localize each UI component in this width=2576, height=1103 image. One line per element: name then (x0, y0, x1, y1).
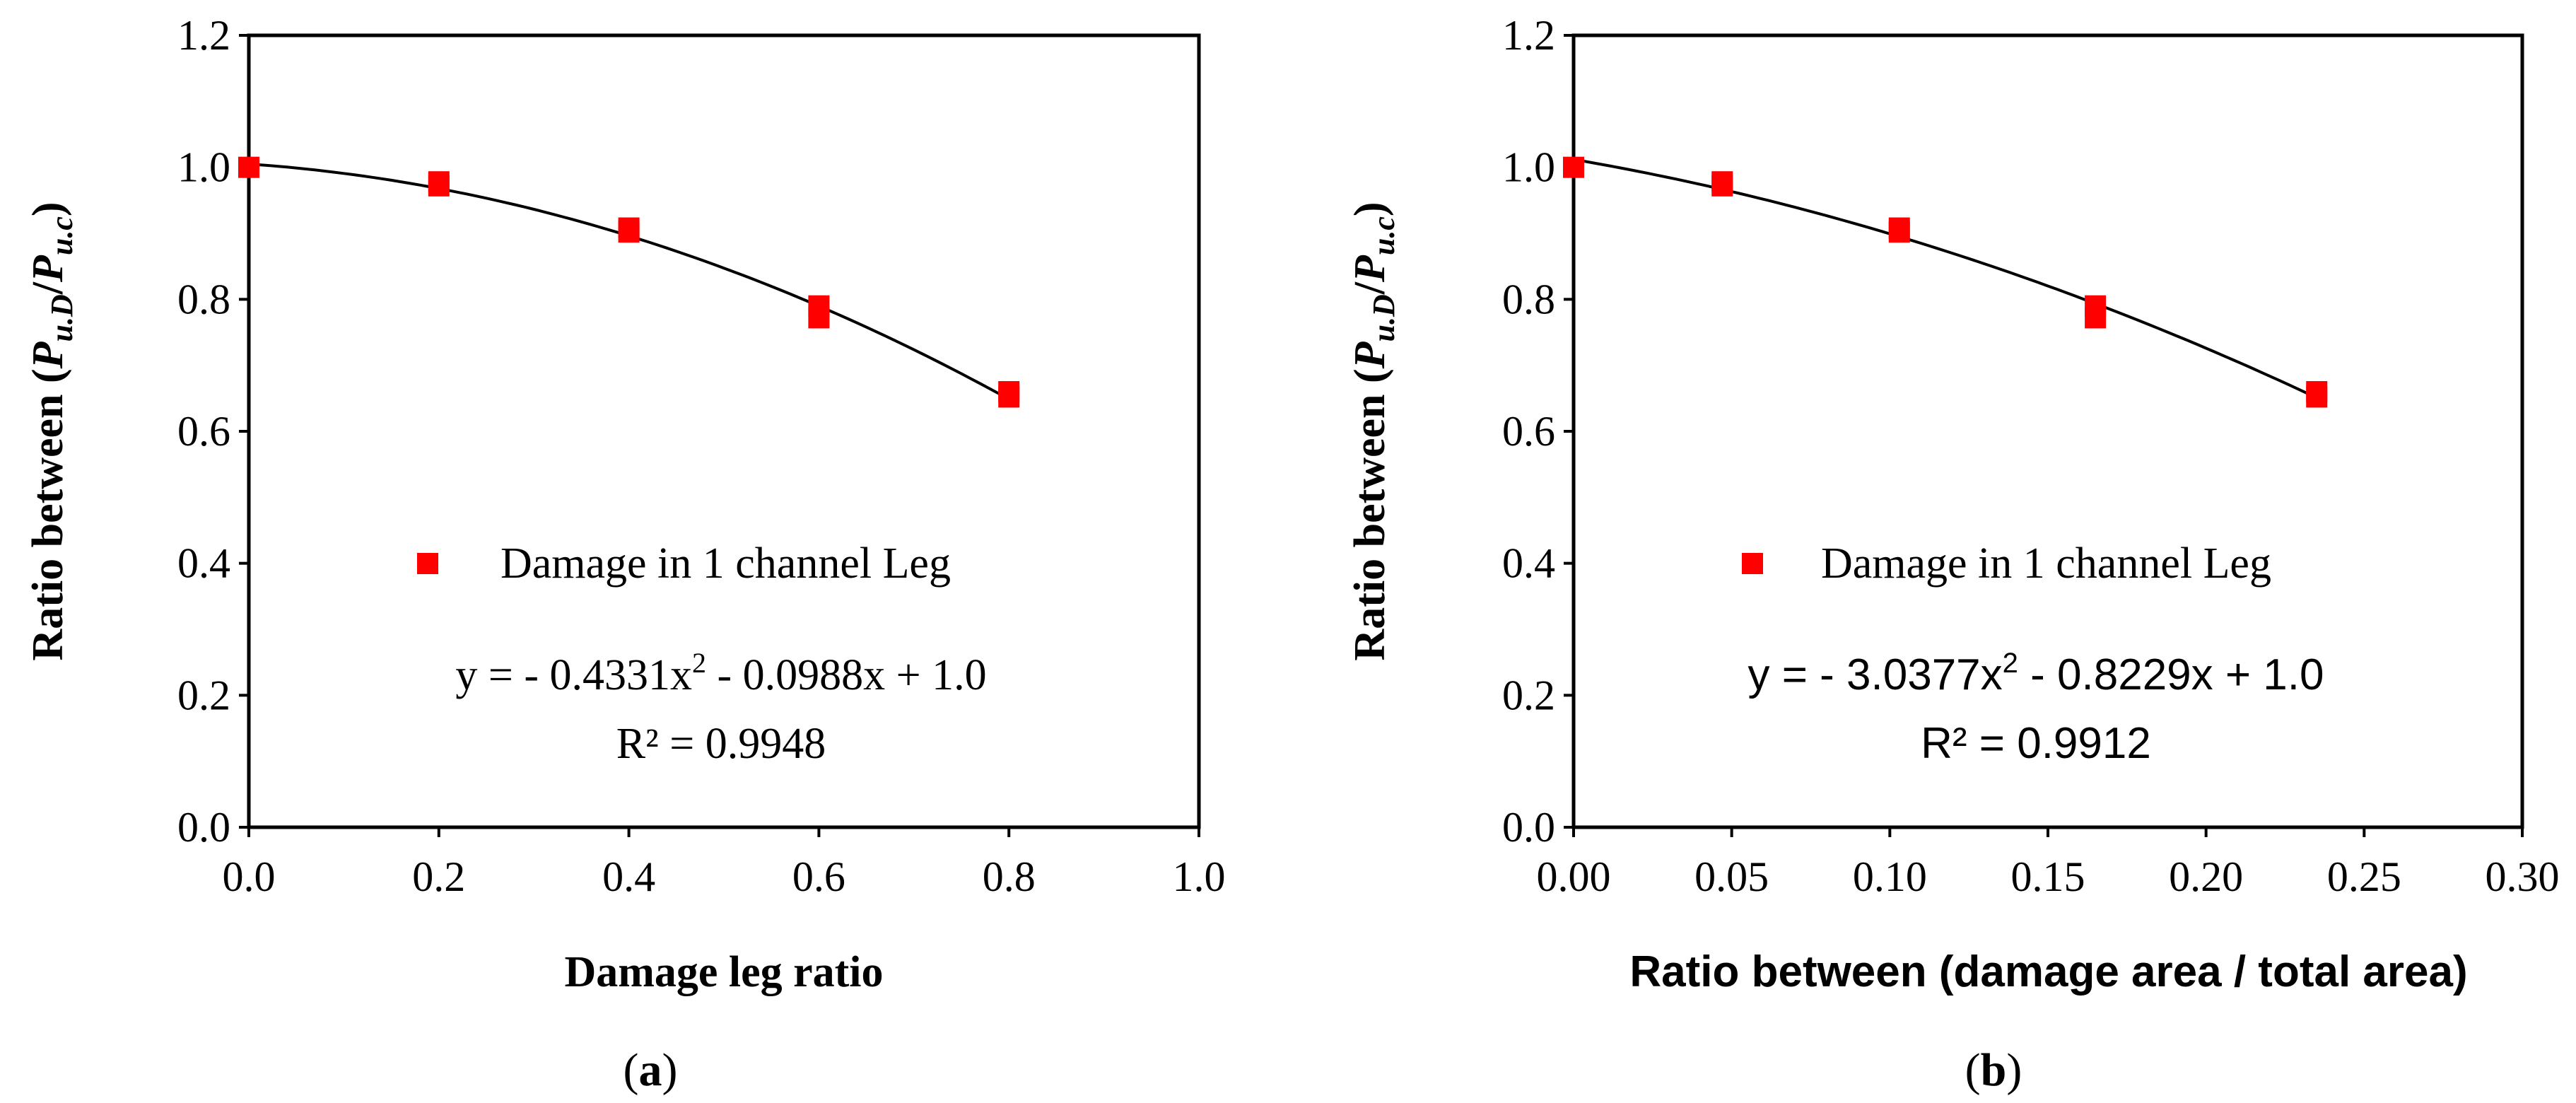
chart-a-ylabel-sub2: u.c (45, 216, 79, 255)
chart-a-caption: (a) (623, 1044, 678, 1096)
chart-b-plot-area (1571, 33, 2524, 829)
chart-a-ylabel-p2: P (24, 255, 72, 283)
chart-a-xlabel: Damage leg ratio (564, 948, 883, 996)
chart-b-ytick-label: 0.4 (1502, 540, 1555, 587)
chart-b-equation: y = - 3.0377x2 - 0.8229x + 1.0 (1748, 648, 2324, 699)
chart-a-caption-close: ) (662, 1044, 678, 1096)
chart-a-ytick-label: 0.4 (177, 540, 230, 587)
chart-b-equation-main: y = - 3.0377x (1748, 650, 2003, 699)
chart-a-equation-main: y = - 0.4331x (455, 651, 692, 699)
chart-a-ytick-label: 1.0 (177, 144, 230, 191)
chart-a-r2: R² = 0.9948 (616, 720, 826, 768)
chart-a-axes: 0.0 0.2 0.4 0.6 0.8 1.0 1.2 0.0 0.2 0.4 0.6 0.8 1.0 (177, 12, 1226, 900)
chart-b-ytick-label: 0.8 (1502, 276, 1555, 322)
chart-a-trendline (248, 163, 1010, 401)
chart-b-caption-open: ( (1965, 1044, 1981, 1096)
chart-b-caption-letter: b (1981, 1044, 2007, 1096)
chart-a-data-point (808, 307, 830, 329)
chart-a-ylabel-prefix: Ratio between ( (24, 368, 72, 660)
chart-b-data-point (1563, 156, 1584, 178)
chart-b-ytick-label: 1.2 (1502, 12, 1555, 59)
chart-a-equation: y = - 0.4331x2 - 0.0988x + 1.0 (455, 647, 986, 699)
chart-a-ylabel-p1: P (24, 341, 72, 369)
chart-b-axes: 0.0 0.2 0.4 0.6 0.8 1.0 1.2 0.00 0.05 0.10 0.15 0.2… (1502, 12, 2560, 900)
chart-b-data-point (2306, 386, 2328, 408)
chart-a-caption-letter: a (639, 1044, 662, 1096)
chart-b-data-point (2085, 307, 2107, 329)
chart-b: 0.0 0.2 0.4 0.6 0.8 1.0 1.2 0.00 0.05 0.10 0.15 0.2… (1346, 12, 2560, 1096)
chart-b-xlabel: Ratio between (damage area / total area) (1629, 947, 2467, 996)
chart-b-ytick-label: 1.0 (1502, 144, 1555, 191)
chart-b-trendline (1573, 158, 2318, 399)
chart-a-legend-label: Damage in 1 channel Leg (500, 539, 951, 588)
chart-b-ylabel-suffix: ) (1346, 202, 1394, 216)
chart-b-data-point (1888, 221, 1910, 243)
chart-a-ytick-label: 0.2 (177, 672, 230, 718)
chart-b-xtick-label: 0.05 (1694, 853, 1769, 900)
chart-a-ytick-label: 0.6 (177, 408, 230, 455)
chart-a-ylabel-suffix: ) (24, 202, 72, 216)
chart-b-xtick-label: 0.15 (2011, 853, 2085, 900)
chart-a: 0.00.20.40.60.81.01.20.0 0.2 0.4 0.6 0.8 1.0 … (24, 12, 1226, 1096)
chart-b-caption: (b) (1965, 1044, 2022, 1096)
chart-a-plot-area (247, 33, 1201, 829)
chart-b-caption-close: ) (2006, 1044, 2022, 1096)
chart-b-ylabel-p2: P (1346, 255, 1394, 283)
chart-b-ytick-label: 0.2 (1502, 672, 1555, 718)
chart-b-ytick-label: 0.6 (1502, 408, 1555, 455)
chart-a-ylabel-slash: / (24, 281, 72, 295)
chart-b-xtick-label: 0.25 (2327, 853, 2401, 900)
chart-b-xtick-label: 0.00 (1537, 853, 1611, 900)
chart-b-ylabel-p1: P (1346, 341, 1394, 369)
chart-a-legend-marker (417, 553, 438, 574)
chart-b-points (1563, 156, 2328, 408)
chart-b-ylabel: Ratio between (Pu.D/Pu.c) (1346, 202, 1401, 660)
chart-b-r2: R² = 0.9912 (1921, 719, 2151, 768)
chart-b-xtick-label: 0.30 (2486, 853, 2560, 900)
chart-a-ylabel-sub1: u.D (45, 294, 79, 342)
chart-b-equation-rest: - 0.8229x + 1.0 (2018, 650, 2324, 699)
chart-b-xtick-label: 0.20 (2169, 853, 2243, 900)
chart-a-caption-open: ( (623, 1044, 639, 1096)
chart-a-ytick-label: 0.0 (177, 804, 230, 851)
chart-a-xtick-label: 1.0 (1173, 853, 1226, 900)
chart-a-xtick-label: 0.8 (983, 853, 1036, 900)
chart-b-xtick-label: 0.10 (1853, 853, 1927, 900)
chart-b-legend-marker (1742, 553, 1763, 574)
chart-b-ylabel-slash: / (1346, 281, 1394, 295)
chart-a-data-point (998, 386, 1020, 408)
chart-b-equation-exp: 2 (2003, 648, 2018, 679)
chart-a-data-point (238, 156, 259, 178)
chart-b-data-point (1711, 175, 1733, 197)
chart-a-ylabel: Ratio between (Pu.D/Pu.c) (24, 202, 79, 660)
chart-a-data-point (618, 221, 640, 243)
chart-a-xtick-label: 0.6 (792, 853, 845, 900)
chart-a-equation-exp: 2 (692, 647, 706, 679)
chart-b-ylabel-sub1: u.D (1366, 294, 1401, 342)
chart-b-legend-label: Damage in 1 channel Leg (1821, 539, 2271, 588)
chart-a-xtick-label: 0.0 (223, 853, 276, 900)
chart-b-ytick-label: 0.0 (1502, 804, 1555, 851)
chart-a-xtick-label: 0.2 (412, 853, 465, 900)
chart-a-ytick-label: 1.2 (177, 12, 230, 59)
chart-b-ylabel-sub2: u.c (1366, 216, 1401, 255)
chart-a-xtick-label: 0.4 (602, 853, 655, 900)
chart-a-data-point (428, 175, 450, 197)
chart-a-ytick-label: 0.8 (177, 276, 230, 322)
chart-b-ylabel-prefix: Ratio between ( (1346, 368, 1394, 660)
chart-a-equation-rest: - 0.0988x + 1.0 (706, 651, 987, 699)
chart-a-points (238, 156, 1020, 408)
